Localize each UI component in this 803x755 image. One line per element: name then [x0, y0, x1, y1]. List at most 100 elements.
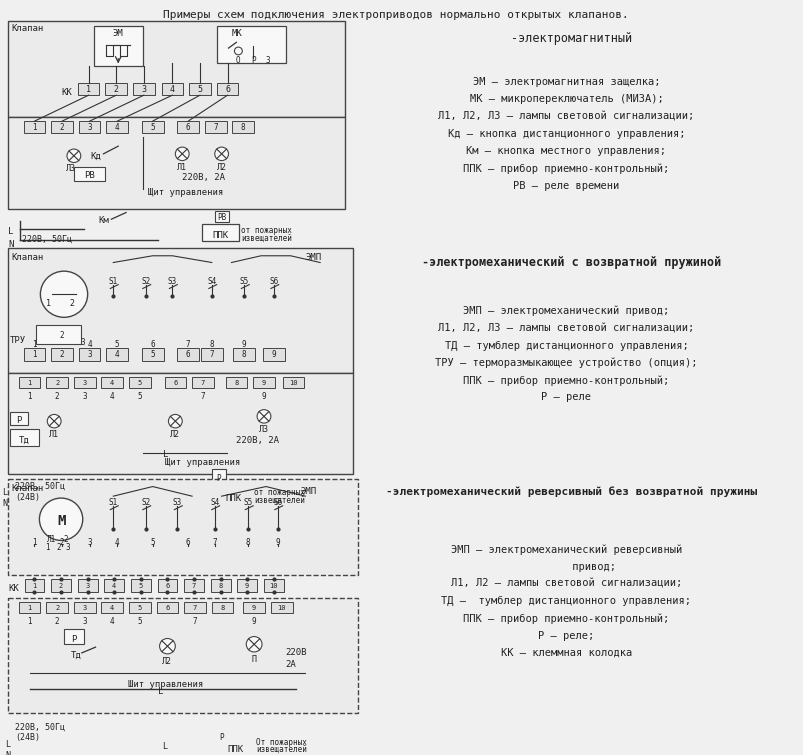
Text: Л1, Л2 – лампы световой сигнализации;: Л1, Л2 – лампы световой сигнализации; [450, 579, 681, 589]
Text: ЭМ – электромагнитная защелка;: ЭМ – электромагнитная защелка; [472, 77, 659, 87]
Text: P: P [251, 56, 255, 65]
Text: 2: 2 [59, 331, 64, 340]
Text: Л1: Л1 [47, 535, 56, 544]
Bar [217, 83, 238, 95]
Text: 4: 4 [110, 393, 115, 402]
Text: ЭМП – электромеханический реверсивный: ЭМП – электромеханический реверсивный [450, 544, 681, 555]
Text: Р – реле: Р – реле [540, 393, 591, 402]
Text: ППК – прибор приемно-контрольный;: ППК – прибор приемно-контрольный; [463, 614, 669, 624]
Text: -электромеханический с возвратной пружиной: -электромеханический с возвратной пружин… [422, 256, 720, 269]
Bar [78, 579, 97, 593]
Text: 7: 7 [212, 538, 217, 547]
Text: 6: 6 [225, 85, 230, 94]
Text: Р: Р [71, 635, 76, 643]
Bar [78, 83, 100, 95]
Text: П: П [251, 655, 256, 664]
Text: 3: 3 [83, 381, 87, 387]
Bar [177, 121, 198, 133]
Text: 9: 9 [251, 606, 256, 612]
Text: 5: 5 [150, 538, 155, 547]
Text: 3: 3 [82, 618, 87, 627]
Text: 4: 4 [115, 538, 120, 547]
Bar [25, 579, 44, 593]
Text: 3: 3 [88, 538, 92, 547]
Bar [131, 579, 150, 593]
Text: Примеры схем подключения электроприводов нормально открытых клапанов.: Примеры схем подключения электроприводов… [163, 10, 628, 20]
Text: 9: 9 [262, 381, 266, 387]
Text: 5: 5 [150, 123, 155, 132]
Text: (24В): (24В) [14, 732, 39, 741]
Text: 6: 6 [185, 123, 190, 132]
Text: Л3: Л3 [66, 165, 75, 174]
Text: L: L [5, 741, 10, 750]
Text: N: N [2, 499, 7, 508]
Text: S4: S4 [207, 277, 216, 286]
Text: S2: S2 [141, 498, 150, 507]
Text: Кд: Кд [91, 152, 101, 161]
Text: Р: Р [219, 732, 224, 741]
Text: 5: 5 [150, 350, 155, 359]
Text: 2: 2 [55, 393, 59, 402]
Text: 9: 9 [251, 618, 256, 627]
Text: 6: 6 [150, 341, 155, 350]
Bar [74, 168, 105, 180]
Text: 2: 2 [55, 618, 59, 627]
Text: МК: МК [231, 29, 242, 38]
Bar [23, 121, 45, 133]
Circle shape [47, 414, 61, 428]
Bar [8, 117, 344, 208]
Text: 220В: 220В [285, 648, 307, 657]
Text: L: L [157, 686, 163, 695]
Text: 1: 1 [27, 393, 32, 402]
Text: 9: 9 [261, 393, 266, 402]
Text: 7: 7 [193, 606, 197, 612]
Bar [79, 121, 100, 133]
Bar [18, 602, 40, 614]
Text: 4: 4 [110, 618, 115, 627]
Text: Км – кнопка местного управления;: Км – кнопка местного управления; [466, 146, 666, 156]
Text: КК: КК [61, 88, 71, 97]
Text: S6: S6 [269, 277, 278, 286]
Text: 8: 8 [218, 584, 222, 589]
Bar [106, 121, 128, 133]
Text: Л2: Л2 [216, 162, 226, 171]
Circle shape [67, 149, 80, 162]
Text: Л1: Л1 [177, 162, 187, 171]
Text: 7: 7 [201, 393, 205, 402]
Text: 2: 2 [69, 299, 74, 308]
Text: 3: 3 [66, 544, 71, 553]
Text: Л1, Л2, Л3 – лампы световой сигнализации;: Л1, Л2, Л3 – лампы световой сигнализации… [438, 112, 694, 122]
Text: 8: 8 [246, 538, 251, 547]
Text: 2: 2 [113, 85, 119, 94]
Text: S5: S5 [243, 498, 252, 507]
Text: 10: 10 [277, 606, 286, 612]
Text: ЭМП: ЭМП [305, 253, 321, 262]
Circle shape [214, 147, 228, 161]
Bar [105, 83, 127, 95]
Text: РВ – реле времени: РВ – реле времени [512, 180, 619, 191]
Text: 2А: 2А [285, 660, 296, 669]
Bar [141, 121, 163, 133]
Bar [283, 377, 304, 389]
Bar [214, 488, 252, 504]
Bar [8, 598, 357, 713]
Text: Л3: Л3 [259, 425, 269, 434]
Text: 8: 8 [241, 123, 245, 132]
Bar [184, 602, 206, 614]
Text: 8: 8 [220, 606, 225, 612]
Text: Щит управления: Щит управления [165, 458, 240, 467]
Text: 5: 5 [137, 606, 142, 612]
Text: 4: 4 [169, 85, 175, 94]
Text: 220В, 50Гц: 220В, 50Гц [14, 723, 65, 732]
Text: N: N [8, 240, 13, 249]
Text: 5: 5 [139, 584, 143, 589]
Bar [10, 411, 27, 425]
Text: 10: 10 [269, 584, 278, 589]
Text: 3: 3 [88, 350, 92, 359]
Text: 1: 1 [27, 618, 32, 627]
Text: L: L [2, 488, 7, 498]
Bar [36, 325, 80, 344]
Bar [177, 348, 198, 361]
Bar [128, 377, 150, 389]
Circle shape [159, 639, 175, 654]
